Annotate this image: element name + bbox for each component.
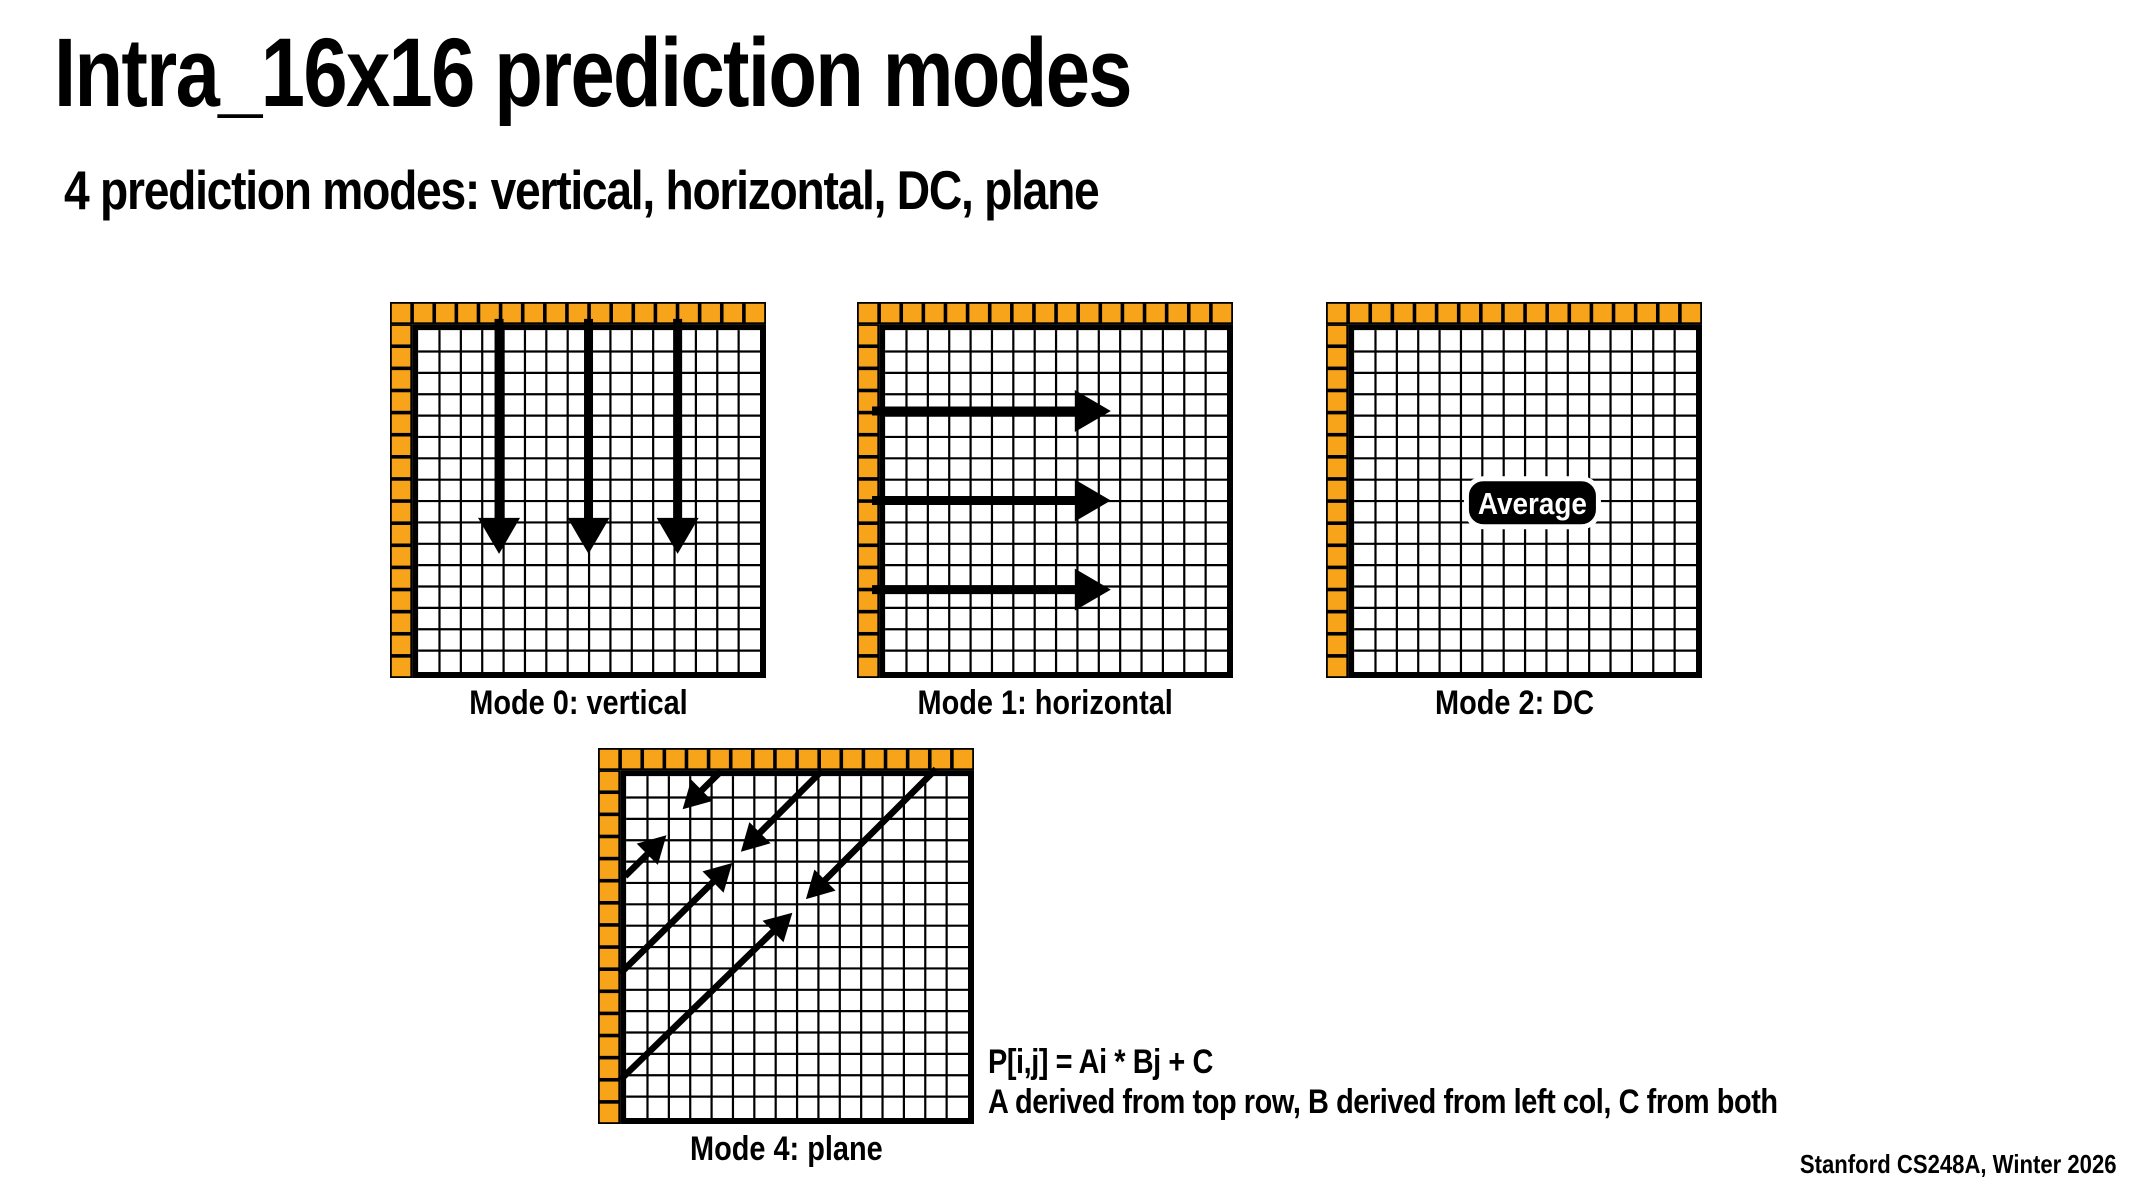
average-badge-label: Average [1478,486,1587,521]
mode-1-horizontal-diagram [857,302,1233,678]
prediction-arrow [567,318,610,554]
macroblock-grid [620,770,974,1124]
reference-samples-top-row [1326,302,1702,325]
reference-samples-top-row [598,748,974,771]
mode-4-plane-caption: Mode 4: plane [598,1132,974,1166]
prediction-arrow [622,835,667,879]
prediction-arrow [617,912,793,1083]
mode-2-dc-caption-text: Mode 2: DC [1434,684,1594,722]
page-title: Intra_16x16 prediction modes [54,18,1133,127]
mode-4-plane-grid [598,748,974,1124]
mode-1-horizontal-grid [857,302,1233,678]
mode-1-horizontal-caption-text: Mode 1: horizontal [917,684,1173,722]
average-badge: Average [1463,476,1601,530]
plane-formula-line2: A derived from top row, B derived from l… [988,1083,1778,1121]
mode-0-vertical-diagram [390,302,766,678]
mode-0-vertical-caption: Mode 0: vertical [390,686,766,720]
mode-4-plane-caption-text: Mode 4: plane [689,1130,883,1168]
prediction-arrow [740,768,825,852]
prediction-arrow [682,768,724,810]
prediction-arrow [872,479,1111,522]
prediction-arrow [872,568,1111,611]
page-subtitle: 4 prediction modes: vertical, horizontal… [64,159,1100,221]
mode-1-horizontal-caption: Mode 1: horizontal [857,686,1233,720]
prediction-arrow [805,766,939,900]
mode-0-vertical-caption-text: Mode 0: vertical [468,684,688,722]
mode-2-dc-caption: Mode 2: DC [1326,686,1702,720]
slide-footer: Stanford CS248A, Winter 2026 [1800,1149,2117,1179]
mode-2-dc-grid: Average [1326,302,1702,678]
prediction-arrow [656,318,699,554]
plane-formula: P[i,j] = Ai * Bj + C A derived from top … [988,1042,1917,1122]
prediction-arrow [478,318,521,554]
prediction-arrow [872,390,1111,433]
reference-samples-left-col [1326,324,1349,678]
mode-4-plane-diagram [598,748,974,1124]
mode-2-dc-diagram: Average [1326,302,1702,678]
reference-samples-top-row [390,302,766,325]
plane-formula-line1: P[i,j] = Ai * Bj + C [988,1043,1213,1081]
prediction-arrow [617,863,733,976]
mode-0-vertical-grid [390,302,766,678]
reference-samples-left-col [390,324,413,678]
reference-samples-top-row [857,302,1233,325]
reference-samples-left-col [598,770,621,1124]
